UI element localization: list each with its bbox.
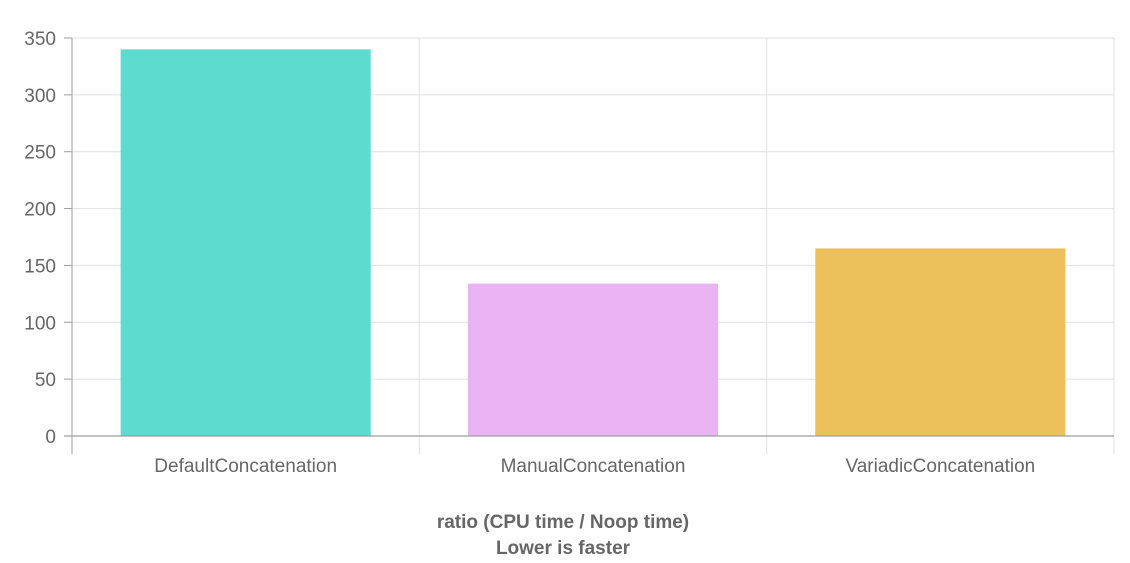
y-tick-label: 300	[24, 86, 56, 107]
bar-defaultconcatenation	[120, 49, 371, 436]
bars	[120, 49, 1066, 436]
y-tick-labels: 0 50 100 150 200 250 300 350	[24, 29, 56, 448]
x-category-labels: DefaultConcatenation ManualConcatenation V…	[154, 456, 1035, 477]
y-tick-label: 250	[24, 143, 56, 164]
x-category-label: VariadicConcatenation	[845, 456, 1035, 477]
x-category-label: ManualConcatenation	[501, 456, 686, 477]
x-category-label: DefaultConcatenation	[154, 456, 337, 477]
x-axis-subtitle: Lower is faster	[496, 538, 631, 559]
y-tick-label: 100	[24, 313, 56, 334]
bar-manualconcatenation	[467, 283, 719, 436]
axes	[64, 37, 1114, 454]
y-tick-label: 200	[24, 200, 56, 221]
y-tick-label: 350	[24, 29, 56, 50]
bar-variadicconcatenation	[815, 248, 1066, 436]
y-tick-label: 0	[45, 427, 56, 448]
y-tick-label: 150	[24, 256, 56, 277]
x-axis-title: ratio (CPU time / Noop time)	[437, 512, 689, 533]
y-tick-label: 50	[35, 370, 56, 391]
